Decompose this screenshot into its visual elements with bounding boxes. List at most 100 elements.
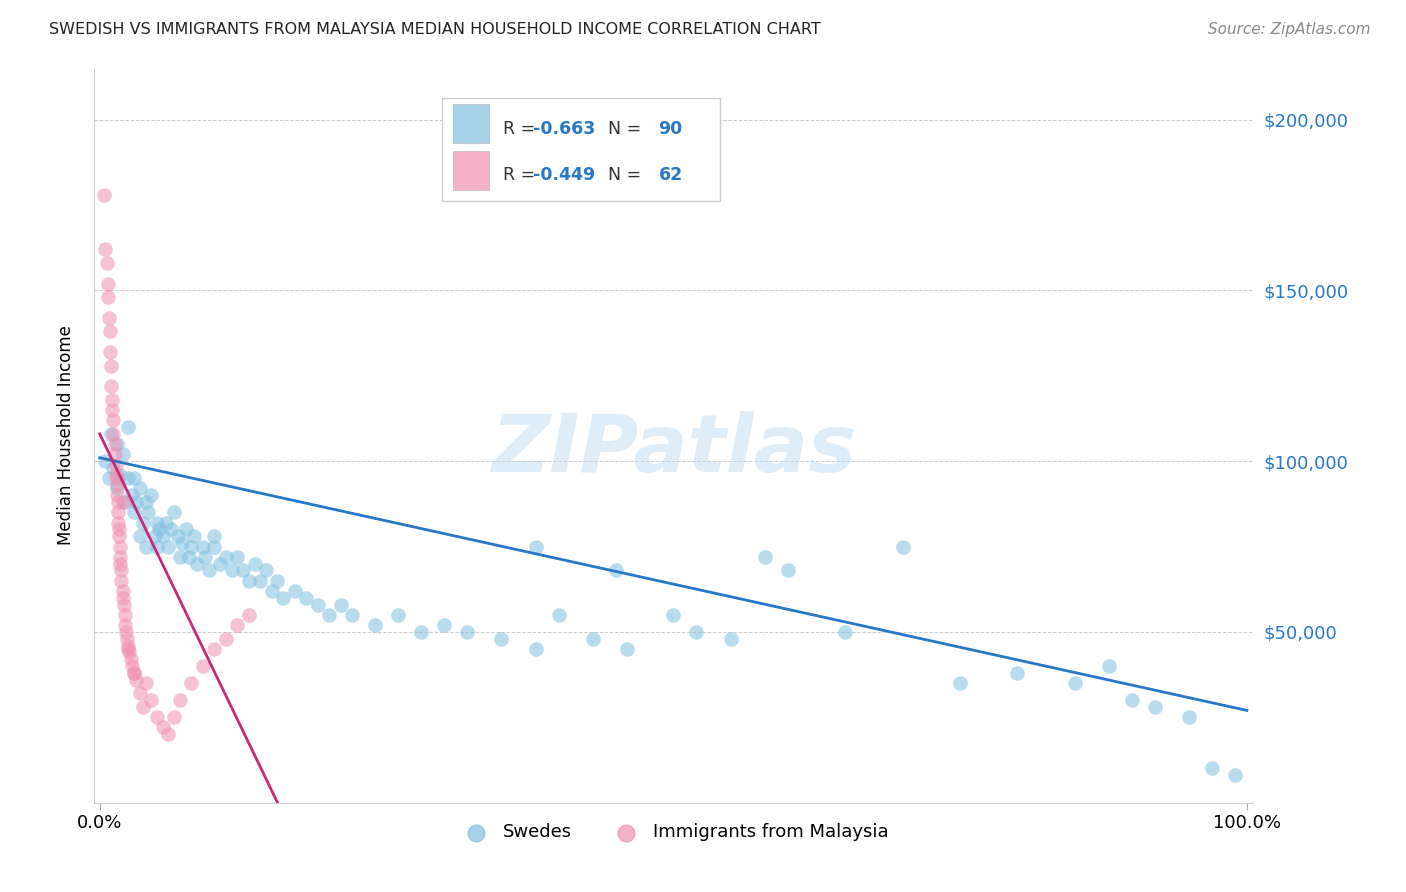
Point bbox=[202, 529, 225, 543]
Point bbox=[191, 540, 214, 554]
Point bbox=[135, 676, 157, 690]
Point bbox=[121, 488, 143, 502]
Point bbox=[107, 516, 129, 530]
Point bbox=[243, 557, 266, 571]
Point bbox=[117, 639, 139, 653]
Point bbox=[547, 607, 569, 622]
Point bbox=[103, 426, 125, 441]
Point bbox=[1144, 700, 1167, 714]
Point bbox=[100, 359, 122, 373]
Point bbox=[524, 642, 547, 657]
Point bbox=[295, 591, 318, 605]
Point bbox=[148, 523, 170, 537]
Point bbox=[1007, 665, 1029, 680]
Point bbox=[104, 467, 127, 482]
Point bbox=[141, 488, 163, 502]
Point bbox=[146, 516, 169, 530]
Point bbox=[605, 563, 627, 577]
Point bbox=[110, 467, 132, 482]
Point bbox=[202, 540, 225, 554]
Point bbox=[209, 557, 232, 571]
Point bbox=[135, 540, 157, 554]
Point bbox=[122, 505, 145, 519]
Point bbox=[307, 598, 329, 612]
Point bbox=[143, 529, 166, 543]
Point bbox=[97, 290, 120, 304]
Point bbox=[159, 523, 181, 537]
Point bbox=[180, 676, 202, 690]
Text: N =: N = bbox=[609, 120, 647, 138]
Point bbox=[117, 471, 139, 485]
Point bbox=[152, 529, 174, 543]
Point bbox=[136, 505, 159, 519]
Point bbox=[409, 624, 432, 639]
Point bbox=[340, 607, 363, 622]
Point bbox=[108, 529, 131, 543]
Point bbox=[121, 659, 143, 673]
Text: -0.663: -0.663 bbox=[533, 120, 596, 138]
Point bbox=[221, 563, 243, 577]
Point bbox=[105, 478, 128, 492]
Point bbox=[616, 642, 638, 657]
Point bbox=[433, 618, 456, 632]
Text: -0.449: -0.449 bbox=[533, 166, 595, 184]
Point bbox=[111, 447, 134, 461]
Point bbox=[1063, 676, 1085, 690]
Point bbox=[329, 598, 352, 612]
Point bbox=[132, 700, 155, 714]
Point bbox=[128, 529, 150, 543]
Point bbox=[260, 583, 283, 598]
Point bbox=[97, 277, 120, 291]
Point bbox=[180, 540, 202, 554]
Point bbox=[524, 540, 547, 554]
Point bbox=[96, 256, 118, 270]
Point bbox=[103, 437, 125, 451]
Point bbox=[183, 529, 205, 543]
Point bbox=[157, 540, 180, 554]
Text: SWEDISH VS IMMIGRANTS FROM MALAYSIA MEDIAN HOUSEHOLD INCOME CORRELATION CHART: SWEDISH VS IMMIGRANTS FROM MALAYSIA MEDI… bbox=[49, 22, 821, 37]
Point bbox=[125, 673, 148, 687]
Point bbox=[166, 529, 188, 543]
Point bbox=[489, 632, 512, 646]
Point bbox=[238, 607, 260, 622]
Text: Source: ZipAtlas.com: Source: ZipAtlas.com bbox=[1208, 22, 1371, 37]
Point bbox=[776, 563, 799, 577]
Point bbox=[163, 710, 186, 724]
Point bbox=[110, 540, 132, 554]
Y-axis label: Median Household Income: Median Household Income bbox=[58, 326, 75, 546]
Point bbox=[110, 549, 132, 564]
Point bbox=[284, 583, 307, 598]
Point bbox=[103, 413, 125, 427]
Legend: Swedes, Immigrants from Malaysia: Swedes, Immigrants from Malaysia bbox=[450, 816, 896, 848]
Point bbox=[226, 618, 249, 632]
Text: R =: R = bbox=[503, 120, 540, 138]
Point bbox=[115, 624, 138, 639]
Point bbox=[456, 624, 478, 639]
Point bbox=[249, 574, 271, 588]
Point bbox=[146, 540, 169, 554]
Point bbox=[105, 471, 128, 485]
Point bbox=[197, 563, 219, 577]
Point bbox=[117, 420, 139, 434]
Point bbox=[122, 665, 145, 680]
Point bbox=[662, 607, 685, 622]
Point bbox=[174, 523, 197, 537]
Point bbox=[94, 454, 117, 468]
Point bbox=[114, 618, 136, 632]
Point bbox=[582, 632, 605, 646]
Point bbox=[720, 632, 742, 646]
Point bbox=[122, 471, 145, 485]
Point bbox=[98, 325, 121, 339]
Point bbox=[135, 495, 157, 509]
Point bbox=[120, 652, 142, 666]
Point bbox=[949, 676, 972, 690]
Point bbox=[125, 495, 148, 509]
Point bbox=[111, 583, 134, 598]
Point bbox=[232, 563, 254, 577]
Point bbox=[834, 624, 856, 639]
Point bbox=[104, 458, 127, 472]
Point bbox=[238, 574, 260, 588]
Text: 90: 90 bbox=[658, 120, 683, 138]
Point bbox=[107, 495, 129, 509]
Point bbox=[117, 642, 139, 657]
